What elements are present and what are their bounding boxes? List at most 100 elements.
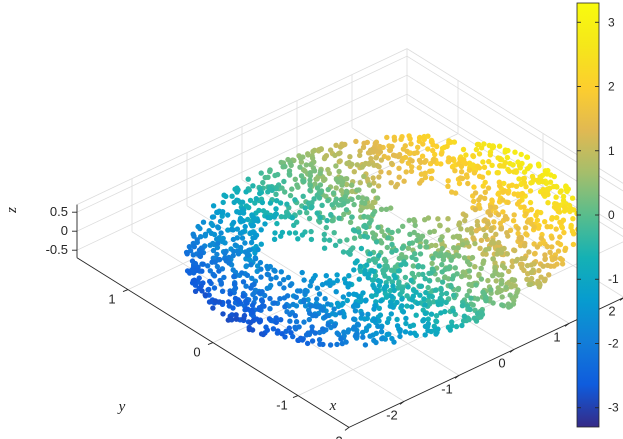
scatter-point	[496, 143, 503, 149]
scatter-point	[357, 152, 363, 159]
scatter-point	[455, 245, 461, 251]
scatter-point	[312, 272, 318, 279]
scatter-point	[277, 296, 283, 302]
scatter-point	[486, 246, 492, 252]
scatter-point	[356, 276, 362, 282]
scatter-point	[222, 250, 228, 256]
scatter-point	[394, 323, 401, 329]
scatter-point	[560, 193, 567, 200]
scatter-point	[366, 220, 373, 226]
scatter-point	[433, 331, 439, 337]
x-tick-label: 0	[498, 355, 505, 370]
scatter-point	[339, 179, 346, 185]
scatter-point	[340, 294, 346, 300]
scatter-point	[445, 216, 451, 222]
scatter-point	[476, 165, 483, 171]
scatter-point	[273, 211, 279, 217]
scatter-point	[478, 265, 484, 271]
scatter-point	[379, 228, 385, 235]
scatter-point	[524, 154, 530, 160]
scatter-point	[262, 292, 268, 299]
scatter-point	[487, 152, 493, 158]
scatter-point	[253, 196, 259, 202]
scatter-point	[249, 223, 255, 229]
scatter-point	[492, 204, 499, 210]
scatter-point	[329, 218, 335, 224]
scatter-point	[447, 327, 453, 333]
scatter-point	[346, 273, 352, 279]
scatter-point	[349, 161, 355, 167]
scatter-point	[222, 240, 228, 246]
scatter-point	[260, 331, 266, 338]
scatter-point	[513, 183, 520, 189]
grid-line-z	[406, 55, 623, 192]
scatter-point	[471, 184, 477, 190]
scatter-point	[435, 277, 441, 283]
scatter-point	[410, 263, 416, 269]
scatter-point	[343, 207, 350, 213]
scatter-point	[219, 288, 226, 294]
scatter-point	[292, 197, 298, 203]
scatter-point	[480, 183, 486, 189]
scatter-point	[197, 225, 203, 232]
scatter-point	[420, 264, 426, 270]
scatter-point	[400, 309, 407, 315]
scatter-point	[303, 332, 310, 338]
scatter-point	[456, 253, 462, 259]
scatter-point	[452, 265, 458, 271]
scatter-point	[268, 276, 274, 282]
scatter-point	[376, 282, 383, 289]
scatter-point	[363, 224, 369, 231]
scatter-point	[438, 151, 445, 157]
scatter-point	[390, 304, 396, 310]
scatter-point	[551, 173, 557, 180]
scatter-point	[473, 146, 480, 153]
scatter-point	[415, 263, 422, 269]
scatter-point	[437, 223, 443, 229]
scatter-point	[252, 234, 258, 240]
scatter-point	[481, 141, 487, 147]
scatter-point	[295, 236, 301, 242]
scatter-point	[235, 197, 241, 204]
scatter-point	[510, 162, 516, 168]
scatter-point	[320, 341, 326, 348]
scatter-point	[305, 297, 311, 303]
scatter-point	[474, 296, 481, 302]
scatter-point	[516, 163, 523, 169]
scatter-point	[262, 221, 268, 227]
scatter-point	[376, 164, 382, 170]
scatter-point	[359, 164, 365, 170]
scatter-point	[372, 199, 378, 205]
scatter-point	[445, 183, 451, 189]
scatter-point	[308, 236, 315, 243]
scatter-point	[191, 244, 197, 250]
x-tick-label: 2	[608, 303, 615, 318]
scatter-point	[372, 317, 378, 323]
scatter-point	[249, 327, 256, 333]
scatter-point	[439, 245, 445, 252]
scatter-point	[301, 319, 307, 325]
scatter-point	[239, 270, 245, 276]
scatter-point	[355, 194, 362, 201]
scatter-point	[526, 249, 532, 255]
scatter-point	[307, 173, 314, 179]
scatter-point	[391, 287, 397, 294]
scatter-point	[314, 285, 321, 291]
scatter-point	[466, 288, 473, 294]
scatter-point	[536, 163, 542, 169]
scatter-point	[406, 217, 412, 223]
scatter-point	[433, 318, 440, 325]
scatter-point	[367, 333, 373, 339]
scatter-point	[399, 303, 405, 309]
scatter-point	[523, 211, 529, 217]
scatter-point	[240, 279, 247, 285]
scatter-point	[348, 247, 354, 253]
scatter-point	[419, 153, 426, 159]
scatter-point	[320, 307, 326, 313]
scatter-point	[369, 277, 376, 283]
x-tick-label: 1	[553, 329, 560, 344]
scatter-point	[425, 323, 431, 330]
scatter-point	[257, 190, 263, 197]
scatter-point	[472, 206, 478, 213]
